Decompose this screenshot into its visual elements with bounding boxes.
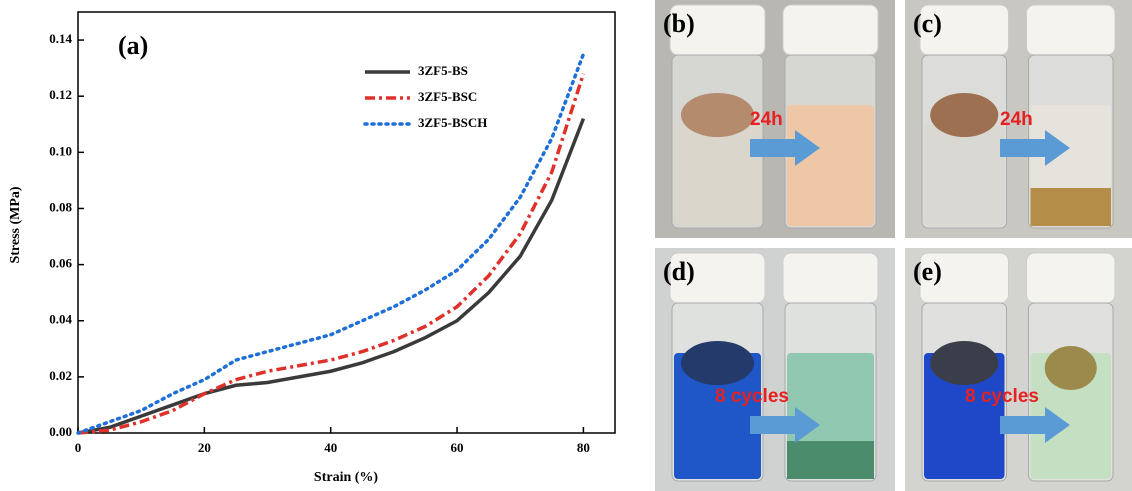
vial-cap — [1027, 253, 1116, 303]
y-tick-label: 0.08 — [49, 199, 72, 214]
photo-panel: (d) 8 cycles — [655, 248, 895, 491]
vial-cap — [783, 5, 878, 55]
vial-cap — [1027, 5, 1116, 55]
sample — [681, 93, 754, 137]
vial-cap — [783, 253, 878, 303]
x-axis-title: Strain (%) — [314, 470, 379, 485]
photo-label: (c) — [913, 9, 942, 38]
photo-note: 24h — [750, 109, 783, 130]
sediment — [1031, 188, 1112, 226]
y-tick-label: 0.04 — [49, 312, 72, 327]
x-tick-label: 60 — [451, 440, 464, 455]
y-tick-label: 0.02 — [49, 368, 72, 383]
sample — [1045, 346, 1097, 390]
sample — [681, 341, 754, 385]
legend-label: 3ZF5-BSC — [418, 89, 477, 104]
photo-note: 8 cycles — [965, 386, 1039, 407]
plot-frame — [78, 12, 615, 433]
photo-note: 8 cycles — [715, 386, 789, 407]
series-line — [78, 74, 583, 433]
x-tick-label: 40 — [324, 440, 337, 455]
legend-label: 3ZF5-BSCH — [418, 115, 487, 130]
x-tick-label: 20 — [198, 440, 211, 455]
panel-label: (a) — [118, 31, 148, 60]
y-tick-label: 0.00 — [49, 424, 72, 439]
sediment — [787, 441, 874, 479]
photo-label: (b) — [663, 9, 695, 38]
y-tick-label: 0.06 — [49, 256, 72, 271]
y-tick-label: 0.10 — [49, 143, 72, 158]
series-line — [78, 54, 583, 433]
photo-note: 24h — [1000, 109, 1033, 130]
y-tick-label: 0.14 — [49, 31, 72, 46]
photo-label: (d) — [663, 257, 695, 286]
y-axis-title: Stress (MPa) — [8, 186, 23, 263]
vial-liquid — [787, 105, 874, 226]
photo-panel: (c) 24h — [905, 0, 1132, 238]
vial-liquid — [924, 125, 1005, 226]
x-tick-label: 80 — [577, 440, 590, 455]
x-tick-label: 0 — [75, 440, 82, 455]
sample — [930, 341, 998, 385]
vial-liquid — [674, 125, 761, 226]
photo-panel: (b) 24h — [655, 0, 895, 238]
photo-label: (e) — [913, 257, 942, 286]
legend-label: 3ZF5-BS — [418, 63, 468, 78]
figure: (a) Strain (%) Stress (MPa) 0.00 0.02 0.04… — [0, 0, 1132, 491]
series-line — [78, 119, 583, 433]
y-tick-label: 0.12 — [49, 87, 72, 102]
sample — [930, 93, 998, 137]
photo-panel: (e) 8 cycles — [905, 248, 1132, 491]
